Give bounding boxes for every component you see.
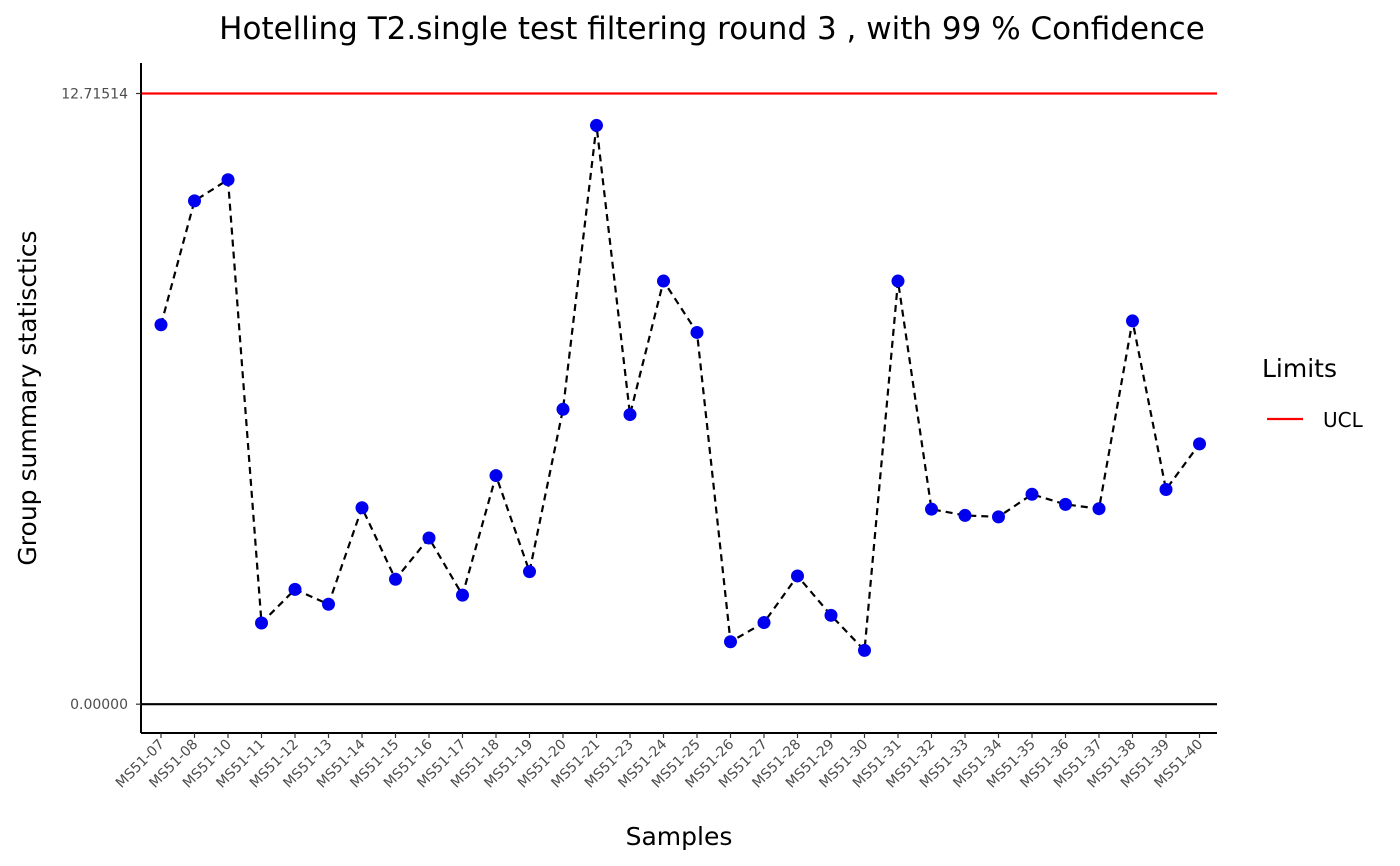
data-point-ms51-33 [958,508,972,522]
series-line-0 [159,125,1201,653]
legend-title: Limits [1262,354,1337,383]
data-point-ms51-23 [623,408,637,422]
data-point-ms51-25 [690,325,704,339]
data-point-ms51-29 [824,608,838,622]
data-point-ms51-32 [925,502,938,516]
data-point-ms51-11 [255,616,268,630]
data-point-ms51-08 [188,194,201,208]
data-point-ms51-35 [1025,487,1039,501]
y-axis-title: Group summary statisctics [13,230,42,565]
data-point-ms51-07 [154,318,168,332]
data-point-ms51-30 [858,643,871,657]
data-point-ms51-20 [556,402,570,416]
data-point-ms51-24 [657,274,670,288]
data-point-ms51-17 [456,588,469,602]
legend-label-ucl: UCL [1323,408,1364,432]
data-point-ms51-36 [1059,497,1072,511]
data-point-ms51-34 [992,510,1005,524]
data-point-ms51-18 [489,469,503,483]
data-point-ms51-16 [422,531,436,545]
data-point-ms51-27 [757,616,771,630]
data-point-ms51-12 [288,582,302,596]
data-point-ms51-31 [891,274,905,288]
chart-title: Hotelling T2.single test filtering round… [219,11,1205,47]
data-point-ms51-15 [389,572,402,586]
data-point-ms51-40 [1193,437,1206,451]
data-point-ms51-37 [1092,502,1106,516]
data-point-ms51-28 [791,569,804,583]
y-tick-label-1: 12.71514 [61,86,128,102]
legend: Limits UCL [1262,354,1364,432]
data-point-ms51-13 [322,597,335,611]
data-point-ms51-26 [724,635,737,649]
data-point-ms51-38 [1126,314,1139,328]
plot-area: 0.0000012.71514MS51-07MS51-08MS51-10MS51… [61,63,1217,791]
y-tick-label-0: 0.00000 [70,697,128,713]
data-point-ms51-21 [590,118,603,132]
data-point-ms51-14 [355,501,369,515]
data-point-ms51-10 [221,173,235,187]
x-axis-title: Samples [626,822,733,851]
data-point-ms51-39 [1159,482,1173,496]
data-point-ms51-19 [523,565,536,579]
